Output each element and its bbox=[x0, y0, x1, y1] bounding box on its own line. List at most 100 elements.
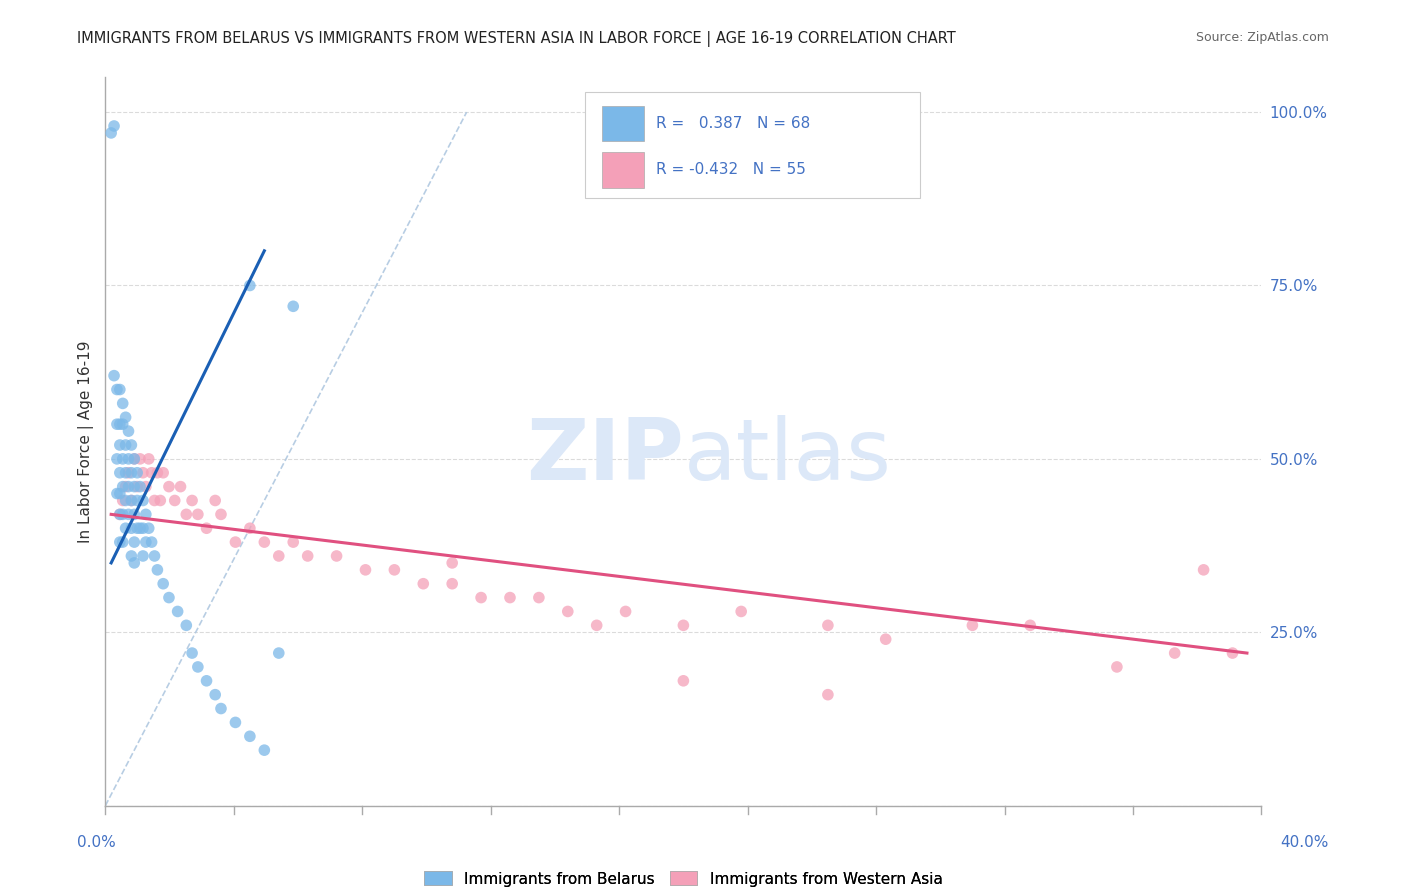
Point bbox=[124, 556, 146, 570]
Point bbox=[127, 466, 149, 480]
Point bbox=[135, 480, 157, 494]
Point bbox=[470, 591, 492, 605]
Point bbox=[875, 632, 897, 647]
Point bbox=[962, 618, 984, 632]
Point bbox=[204, 493, 226, 508]
Point bbox=[143, 493, 166, 508]
Point bbox=[730, 604, 752, 618]
Point bbox=[146, 563, 169, 577]
Text: 40.0%: 40.0% bbox=[1281, 836, 1329, 850]
Point bbox=[1105, 660, 1128, 674]
Point bbox=[120, 493, 142, 508]
Point bbox=[111, 535, 134, 549]
Point bbox=[135, 535, 157, 549]
Point bbox=[132, 521, 155, 535]
Point bbox=[127, 521, 149, 535]
Point bbox=[817, 688, 839, 702]
Point bbox=[195, 673, 218, 688]
Point bbox=[117, 424, 139, 438]
Point bbox=[283, 299, 305, 313]
Point bbox=[224, 535, 246, 549]
Point bbox=[105, 417, 128, 432]
Point bbox=[103, 119, 125, 133]
Point bbox=[124, 451, 146, 466]
Point bbox=[672, 673, 695, 688]
Point bbox=[195, 521, 218, 535]
Point bbox=[117, 508, 139, 522]
Point bbox=[166, 604, 188, 618]
Point bbox=[120, 521, 142, 535]
Point bbox=[181, 646, 204, 660]
Point bbox=[129, 521, 152, 535]
Point bbox=[384, 563, 406, 577]
Point bbox=[325, 549, 347, 563]
Point bbox=[132, 466, 155, 480]
Point bbox=[253, 535, 276, 549]
Point bbox=[1163, 646, 1185, 660]
Point bbox=[138, 521, 160, 535]
Point bbox=[111, 480, 134, 494]
Point bbox=[176, 618, 198, 632]
Point bbox=[146, 466, 169, 480]
Point bbox=[441, 556, 464, 570]
Point bbox=[117, 466, 139, 480]
Point bbox=[138, 451, 160, 466]
Point bbox=[354, 563, 377, 577]
Point bbox=[111, 396, 134, 410]
Point bbox=[108, 508, 131, 522]
Point bbox=[117, 480, 139, 494]
Point bbox=[100, 126, 122, 140]
Point bbox=[114, 410, 136, 425]
Point bbox=[176, 508, 198, 522]
Text: R = -0.432   N = 55: R = -0.432 N = 55 bbox=[655, 162, 806, 178]
Point bbox=[187, 508, 209, 522]
Point bbox=[412, 576, 434, 591]
FancyBboxPatch shape bbox=[585, 92, 921, 198]
Point bbox=[672, 618, 695, 632]
Point bbox=[297, 549, 319, 563]
Text: atlas: atlas bbox=[683, 415, 891, 498]
Point bbox=[1192, 563, 1215, 577]
Point bbox=[209, 508, 232, 522]
Point bbox=[124, 535, 146, 549]
Point bbox=[239, 278, 262, 293]
Point bbox=[135, 508, 157, 522]
Point bbox=[108, 535, 131, 549]
Point bbox=[127, 480, 149, 494]
Point bbox=[157, 480, 180, 494]
Point bbox=[111, 451, 134, 466]
Point bbox=[124, 480, 146, 494]
Point bbox=[169, 480, 191, 494]
Point bbox=[585, 618, 607, 632]
Text: Source: ZipAtlas.com: Source: ZipAtlas.com bbox=[1195, 31, 1329, 45]
Point bbox=[111, 417, 134, 432]
Point bbox=[124, 508, 146, 522]
Point bbox=[114, 521, 136, 535]
Point bbox=[114, 480, 136, 494]
Y-axis label: In Labor Force | Age 16-19: In Labor Force | Age 16-19 bbox=[79, 340, 94, 543]
Point bbox=[141, 466, 163, 480]
Point bbox=[129, 451, 152, 466]
Point bbox=[527, 591, 550, 605]
Point bbox=[120, 466, 142, 480]
Point bbox=[143, 549, 166, 563]
Point bbox=[163, 493, 186, 508]
Point bbox=[111, 493, 134, 508]
Point bbox=[239, 521, 262, 535]
Point bbox=[499, 591, 522, 605]
Point bbox=[108, 383, 131, 397]
Point bbox=[105, 383, 128, 397]
Point bbox=[124, 451, 146, 466]
FancyBboxPatch shape bbox=[602, 105, 644, 141]
Text: IMMIGRANTS FROM BELARUS VS IMMIGRANTS FROM WESTERN ASIA IN LABOR FORCE | AGE 16-: IMMIGRANTS FROM BELARUS VS IMMIGRANTS FR… bbox=[77, 31, 956, 47]
Point bbox=[132, 549, 155, 563]
Point bbox=[111, 508, 134, 522]
Point bbox=[614, 604, 637, 618]
Point bbox=[132, 493, 155, 508]
Point bbox=[181, 493, 204, 508]
Point bbox=[103, 368, 125, 383]
Point bbox=[114, 466, 136, 480]
Point bbox=[204, 688, 226, 702]
Point bbox=[557, 604, 579, 618]
Point bbox=[149, 493, 172, 508]
